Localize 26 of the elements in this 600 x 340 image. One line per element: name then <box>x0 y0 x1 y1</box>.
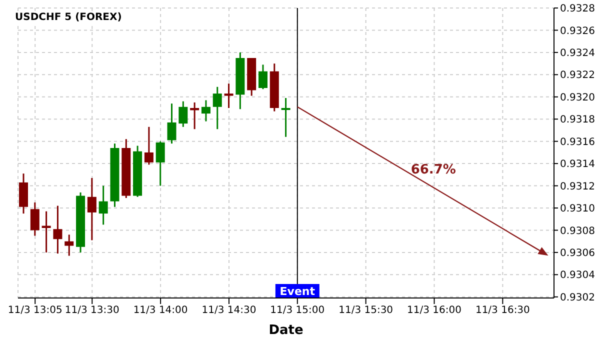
x-tick-label: 11/3 16:00 <box>407 305 462 316</box>
y-tick-label: 0.9328 <box>560 4 595 15</box>
y-tick-label: 0.9324 <box>560 48 595 59</box>
x-tick-label: 11/3 14:30 <box>202 305 256 316</box>
y-tick-label: 0.9304 <box>560 270 595 282</box>
y-tick-label: 0.9312 <box>560 181 595 192</box>
y-tick-label: 0.9326 <box>560 26 595 37</box>
x-tick-label: 11/3 15:00 <box>270 305 325 316</box>
y-tick-label: 0.9314 <box>560 159 595 170</box>
y-tick-label: 0.9306 <box>560 248 595 259</box>
y-tick-label: 0.9316 <box>560 136 595 148</box>
y-tick-label: 0.9308 <box>560 226 595 237</box>
ref-line-label: Event <box>280 285 316 298</box>
chart-title: USDCHF 5 (FOREX) <box>12 11 125 24</box>
x-axis-title: Date <box>268 323 304 338</box>
y-tick-label: 0.9318 <box>560 114 595 126</box>
y-tick-label: 0.9302 <box>560 292 595 304</box>
y-tick-label: 0.9310 <box>560 204 595 215</box>
annotation: 66.7% <box>410 162 456 178</box>
x-tick-label: 11/3 13:30 <box>64 305 120 316</box>
x-tick-label: 11/3 14:00 <box>133 305 188 316</box>
y-tick-label: 0.9322 <box>560 70 595 82</box>
x-tick-label: 11/3 16:30 <box>475 305 530 316</box>
x-tick-label: 11/3 13:05 <box>8 305 62 316</box>
x-tick-label: 11/3 15:30 <box>338 305 394 316</box>
y-tick-label: 0.9320 <box>560 92 595 104</box>
